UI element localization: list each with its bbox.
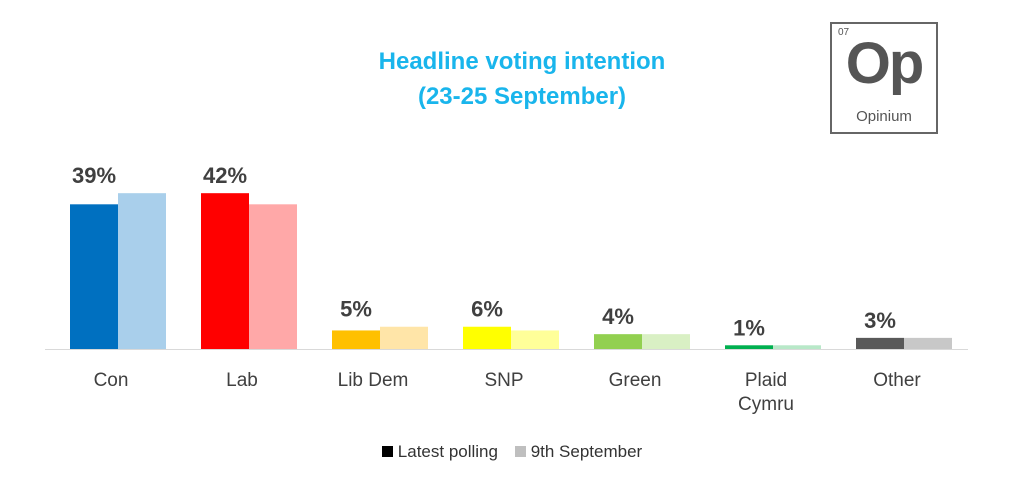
category-label-plaid-cymru: Plaid Cymru bbox=[738, 370, 794, 415]
bar-previous-other bbox=[904, 337, 952, 349]
data-label-snp: 6% bbox=[471, 297, 503, 322]
legend-swatch-previous bbox=[514, 446, 526, 457]
chart-subtitle: (23-25 September) bbox=[417, 83, 627, 110]
data-label-green: 4% bbox=[602, 304, 634, 329]
chart-title: Headline voting intention bbox=[378, 48, 666, 75]
category-label-con: Con bbox=[94, 370, 129, 391]
bar-latest-lib-dem bbox=[332, 330, 380, 349]
bar-latest-lab bbox=[201, 193, 249, 349]
bar-latest-plaid-cymru bbox=[725, 345, 773, 349]
bar-latest-green bbox=[594, 334, 642, 349]
category-label-other: Other bbox=[873, 370, 921, 391]
data-label-other: 3% bbox=[864, 308, 896, 333]
category-label-lib-dem: Lib Dem bbox=[338, 370, 409, 391]
bar-previous-snp bbox=[511, 330, 559, 349]
data-label-con: 39% bbox=[72, 163, 116, 188]
chart-legend: Latest polling 9th September bbox=[0, 442, 1024, 462]
opinium-logo: 07 Op Opinium bbox=[830, 22, 938, 134]
logo-symbol: Op bbox=[845, 31, 925, 96]
legend-item-previous: 9th September bbox=[514, 442, 643, 462]
legend-item-latest: Latest polling bbox=[381, 442, 498, 462]
bar-latest-snp bbox=[463, 326, 511, 349]
bar-latest-con bbox=[70, 204, 118, 349]
bar-previous-lib-dem bbox=[380, 326, 428, 349]
legend-swatch-latest bbox=[381, 446, 393, 457]
bar-latest-other bbox=[856, 337, 904, 349]
data-label-plaid-cymru: 1% bbox=[733, 315, 765, 340]
category-label-snp: SNP bbox=[484, 370, 523, 391]
logo-number: 07 bbox=[838, 27, 850, 38]
data-label-lib-dem: 5% bbox=[340, 297, 372, 322]
bar-previous-plaid-cymru bbox=[773, 345, 821, 349]
category-label-green: Green bbox=[609, 370, 662, 391]
bar-previous-green bbox=[642, 334, 690, 349]
logo-name: Opinium bbox=[856, 108, 912, 125]
category-label-lab: Lab bbox=[226, 370, 258, 391]
bar-previous-lab bbox=[249, 204, 297, 349]
legend-label-latest: Latest polling bbox=[397, 442, 498, 461]
legend-label-previous: 9th September bbox=[530, 442, 643, 461]
data-label-lab: 42% bbox=[203, 163, 247, 188]
bar-previous-con bbox=[118, 193, 166, 349]
